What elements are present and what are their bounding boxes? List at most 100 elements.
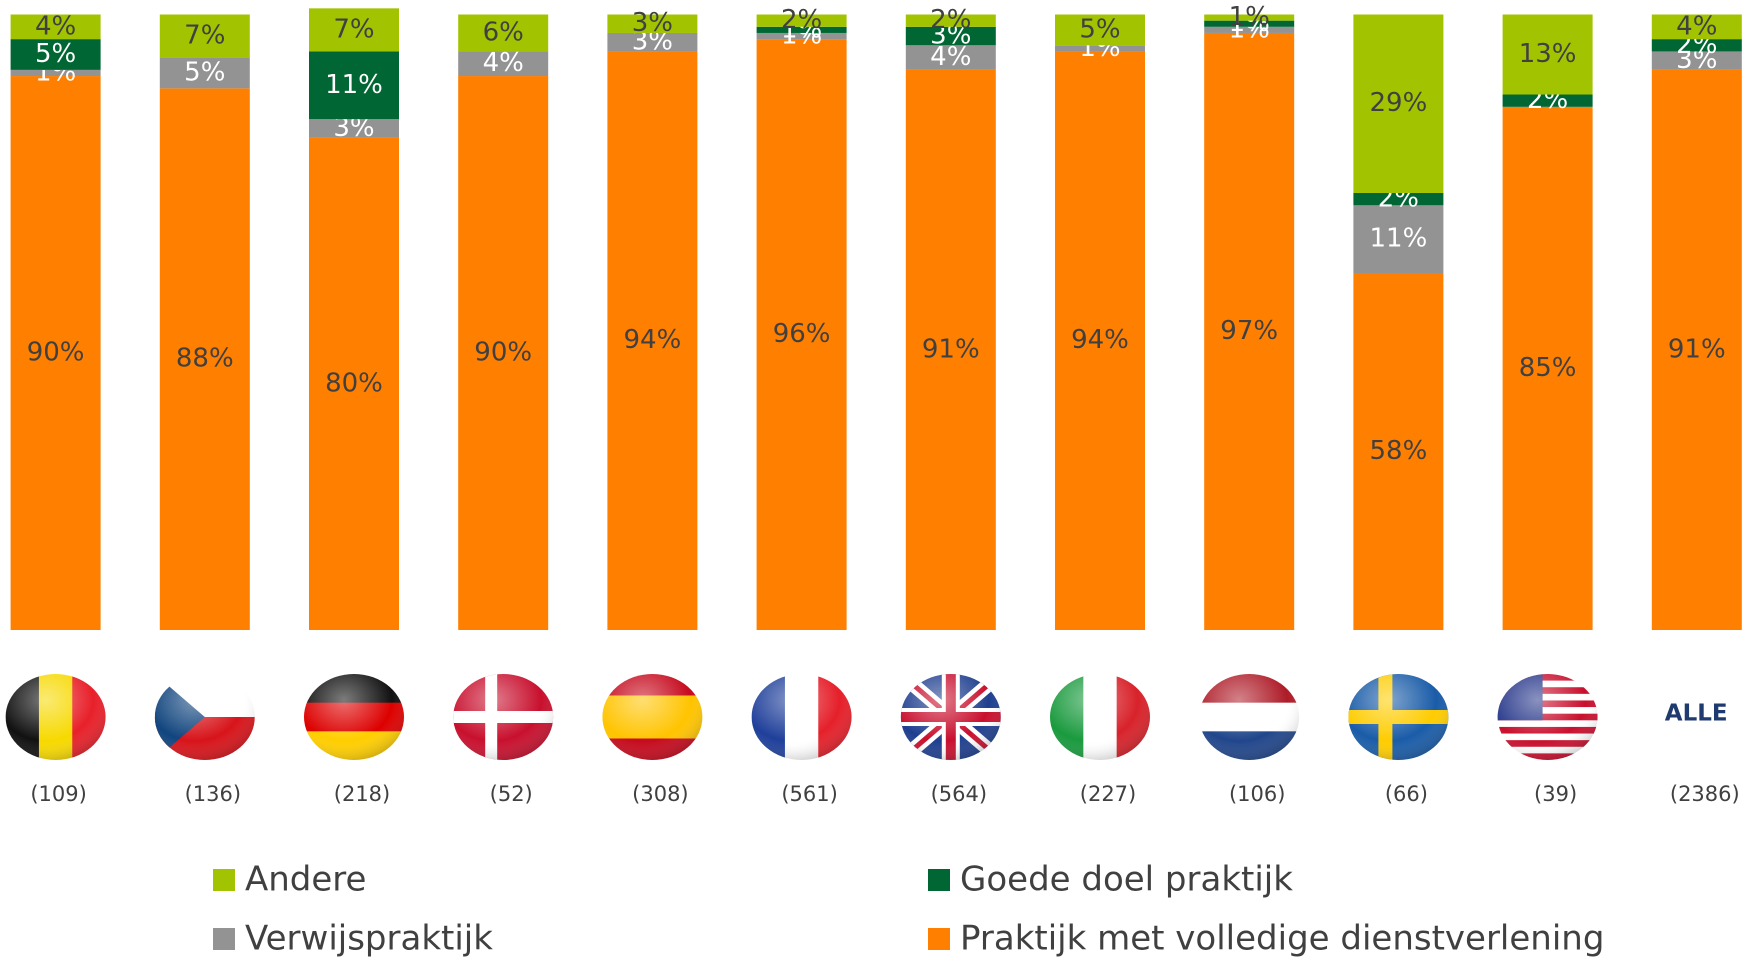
bar-segment — [756, 32, 847, 40]
bar-segment — [309, 119, 399, 138]
bar-segment — [458, 51, 549, 77]
value-label: 4% — [930, 42, 971, 72]
value-label: 94% — [624, 325, 682, 355]
value-label: 6% — [483, 17, 524, 47]
bar-segment — [1651, 39, 1742, 52]
bar-segment — [458, 14, 549, 52]
bar-segment — [309, 51, 399, 120]
x-tick-label: (39) — [1534, 782, 1577, 806]
value-label: 58% — [1370, 436, 1428, 466]
bar-segment — [1353, 14, 1444, 193]
value-label: 11% — [325, 70, 383, 100]
value-label: 5% — [184, 57, 225, 87]
x-tick-label: (106) — [1229, 782, 1285, 806]
bar-segment — [1651, 14, 1742, 40]
bar-segment — [1651, 51, 1742, 70]
x-tick-label: (66) — [1385, 782, 1428, 806]
flag-shine — [453, 674, 554, 760]
value-label: 5% — [1079, 14, 1120, 44]
flag-shine — [602, 674, 703, 760]
bar-segment — [1502, 94, 1593, 107]
bar-segment — [756, 39, 847, 631]
bar-segment — [159, 14, 250, 58]
bar-segment — [1502, 106, 1593, 630]
x-tick-label: (136) — [185, 782, 241, 806]
value-label: 97% — [1220, 316, 1278, 346]
bar-segment — [159, 57, 250, 89]
value-label: 5% — [35, 39, 76, 69]
bar-segment — [10, 76, 101, 631]
bar-segment — [10, 69, 101, 77]
legend-label: Praktijk met volledige dienstverlening — [960, 919, 1604, 959]
bar-segment — [309, 8, 399, 52]
flag-shine — [304, 674, 404, 760]
value-label: 1% — [1229, 8, 1270, 38]
bar-segment — [607, 51, 698, 631]
value-label: 29% — [1370, 88, 1428, 118]
bar-segment — [1502, 14, 1593, 95]
bar-segment — [1055, 51, 1145, 631]
bar-segment — [1204, 20, 1295, 27]
value-label: 90% — [474, 338, 532, 368]
bar-segment — [1055, 45, 1145, 52]
value-label: 80% — [325, 368, 383, 398]
value-label: 90% — [27, 338, 85, 368]
value-label: 7% — [184, 21, 225, 51]
flag-shine — [1497, 674, 1598, 760]
x-tick-label: (561) — [781, 782, 837, 806]
flag-shine — [1050, 674, 1150, 760]
bar-segment — [905, 69, 996, 630]
bar-segment — [756, 14, 847, 27]
value-label: 85% — [1519, 353, 1577, 383]
x-tick-label: (564) — [931, 782, 987, 806]
legend-label: Andere — [245, 860, 366, 900]
value-label: 13% — [1519, 39, 1577, 69]
bar-segment — [607, 14, 698, 33]
bar-segment — [1353, 273, 1444, 630]
group-label: ALLE — [1665, 701, 1728, 727]
legend-swatch — [928, 928, 950, 950]
value-label: 88% — [176, 344, 234, 374]
bar-segment — [905, 45, 996, 70]
flag-shine — [1348, 674, 1449, 760]
value-label: 96% — [773, 319, 831, 349]
bar-segment — [905, 14, 996, 27]
legend-label: Verwijspraktijk — [245, 919, 493, 959]
flag-shine — [154, 674, 255, 760]
bar-segment — [10, 14, 101, 40]
x-tick-label: (2386) — [1670, 782, 1740, 806]
bar-segment — [756, 26, 847, 33]
x-tick-label: (109) — [30, 782, 86, 806]
flag-shine — [5, 674, 106, 760]
value-label: 2% — [930, 5, 971, 35]
value-label: 4% — [1676, 11, 1717, 41]
value-label: 2% — [781, 5, 822, 35]
value-label: 7% — [333, 14, 374, 44]
bar-segment — [1353, 192, 1444, 206]
x-tick-label: (308) — [632, 782, 688, 806]
bar-segment — [1204, 26, 1295, 33]
value-label: 91% — [922, 334, 980, 364]
legend-label: Goede doel praktijk — [960, 860, 1293, 900]
value-label: 3% — [632, 8, 673, 38]
x-tick-label: (227) — [1080, 782, 1136, 806]
value-label: 91% — [1668, 334, 1726, 364]
bar-segment — [458, 76, 549, 631]
legend-swatch — [928, 869, 950, 891]
x-tick-label: (218) — [334, 782, 390, 806]
value-label: 94% — [1071, 325, 1129, 355]
bar-segment — [1204, 32, 1295, 630]
value-label: 4% — [35, 11, 76, 41]
legend-swatch — [213, 869, 235, 891]
x-tick-label: (52) — [490, 782, 533, 806]
legend-swatch — [213, 928, 235, 950]
bar-segment — [159, 88, 250, 631]
flag-shine — [900, 674, 1001, 760]
value-label: 11% — [1370, 224, 1428, 254]
flag-shine — [1199, 674, 1300, 760]
flag-shine — [751, 674, 852, 760]
bar-segment — [309, 137, 399, 630]
bar-segment — [1055, 14, 1145, 46]
bar-segment — [1204, 14, 1295, 21]
